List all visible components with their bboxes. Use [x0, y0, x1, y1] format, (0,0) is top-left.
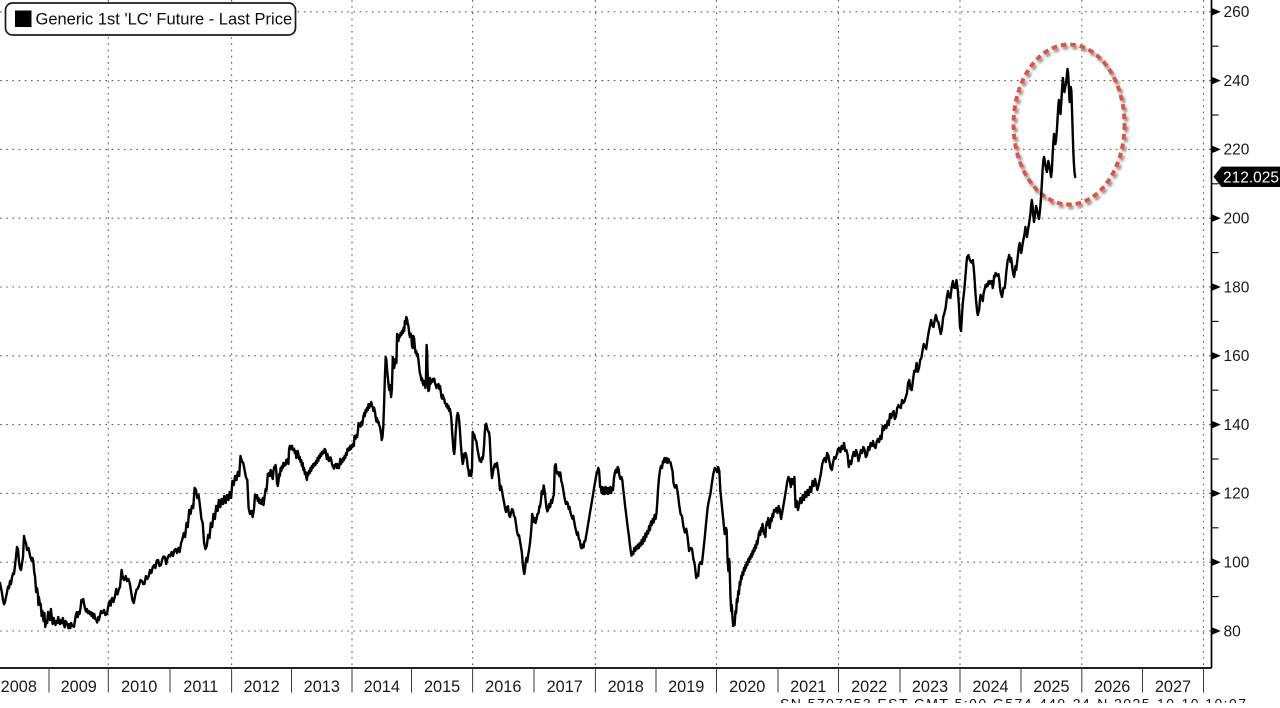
svg-text:2017: 2017 — [547, 678, 583, 696]
svg-text:200: 200 — [1224, 211, 1250, 228]
svg-text:2013: 2013 — [304, 678, 340, 696]
svg-text:2024: 2024 — [972, 678, 1008, 696]
svg-text:2019: 2019 — [668, 678, 704, 696]
svg-text:2021: 2021 — [790, 678, 826, 696]
svg-text:2026: 2026 — [1094, 678, 1130, 696]
svg-text:160: 160 — [1224, 348, 1250, 365]
svg-text:260: 260 — [1224, 4, 1250, 21]
svg-text:2018: 2018 — [608, 678, 644, 696]
svg-text:2020: 2020 — [729, 678, 765, 696]
svg-text:180: 180 — [1224, 279, 1250, 296]
svg-text:2008: 2008 — [1, 678, 37, 696]
svg-text:220: 220 — [1224, 142, 1250, 159]
svg-text:212.025: 212.025 — [1223, 169, 1279, 186]
svg-text:2012: 2012 — [243, 678, 279, 696]
svg-text:2023: 2023 — [912, 678, 948, 696]
svg-text:80: 80 — [1224, 623, 1242, 640]
svg-text:240: 240 — [1224, 73, 1250, 90]
svg-text:2014: 2014 — [364, 678, 400, 696]
svg-text:100: 100 — [1224, 555, 1250, 572]
svg-text:2015: 2015 — [424, 678, 460, 696]
svg-text:2025: 2025 — [1033, 678, 1069, 696]
svg-text:120: 120 — [1224, 486, 1250, 503]
svg-text:2011: 2011 — [183, 678, 218, 696]
svg-text:2009: 2009 — [61, 678, 97, 696]
svg-text:2022: 2022 — [851, 678, 887, 696]
svg-text:2016: 2016 — [485, 678, 521, 696]
svg-text:140: 140 — [1224, 417, 1250, 434]
svg-text:2010: 2010 — [121, 678, 157, 696]
svg-text:Generic 1st 'LC' Future - Last: Generic 1st 'LC' Future - Last Price — [36, 11, 293, 29]
svg-text:2027: 2027 — [1155, 678, 1191, 696]
